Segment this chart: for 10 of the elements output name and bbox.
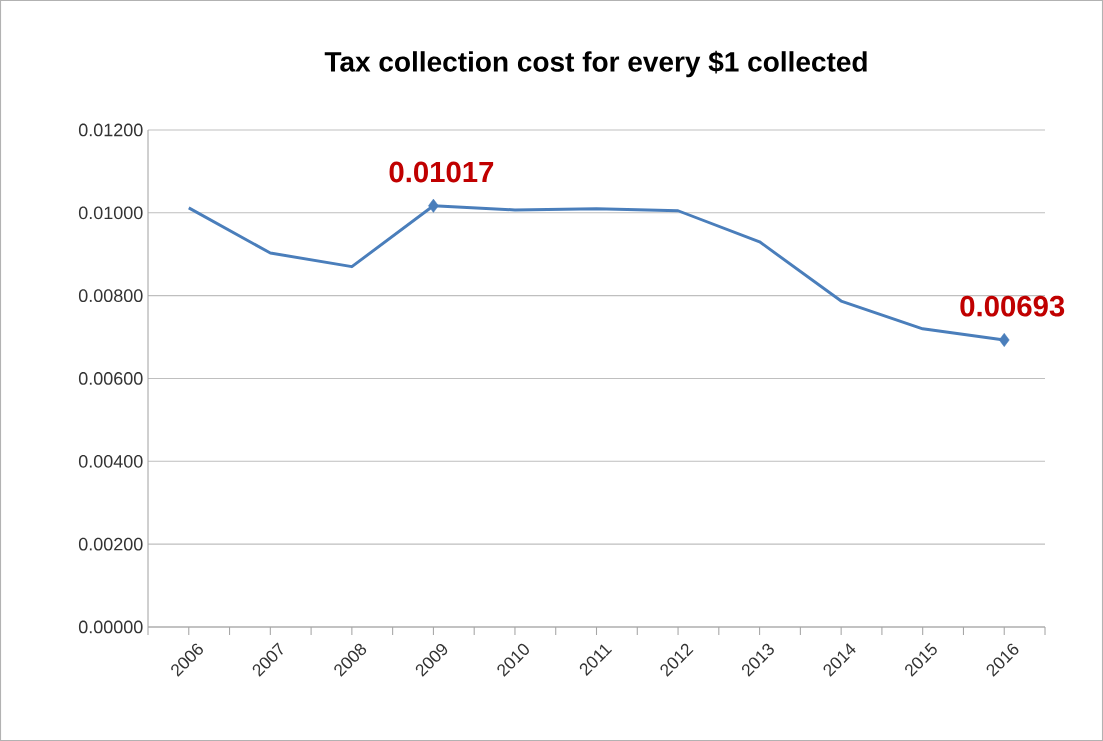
y-tick-label: 0.00600 [78, 372, 143, 385]
y-tick-label: 0.00000 [78, 620, 143, 634]
chart-title: Tax collection cost for every $1 collected [324, 50, 867, 78]
y-tick-label: 0.00200 [78, 537, 143, 551]
y-tick-label: 0.01000 [78, 206, 143, 220]
data-label: 0.00693 [960, 295, 1065, 317]
y-tick-label: 0.00400 [78, 454, 143, 468]
y-tick-label: 0.01200 [78, 123, 143, 137]
data-label: 0.01017 [389, 161, 494, 183]
y-tick-label: 0.00800 [78, 289, 143, 303]
